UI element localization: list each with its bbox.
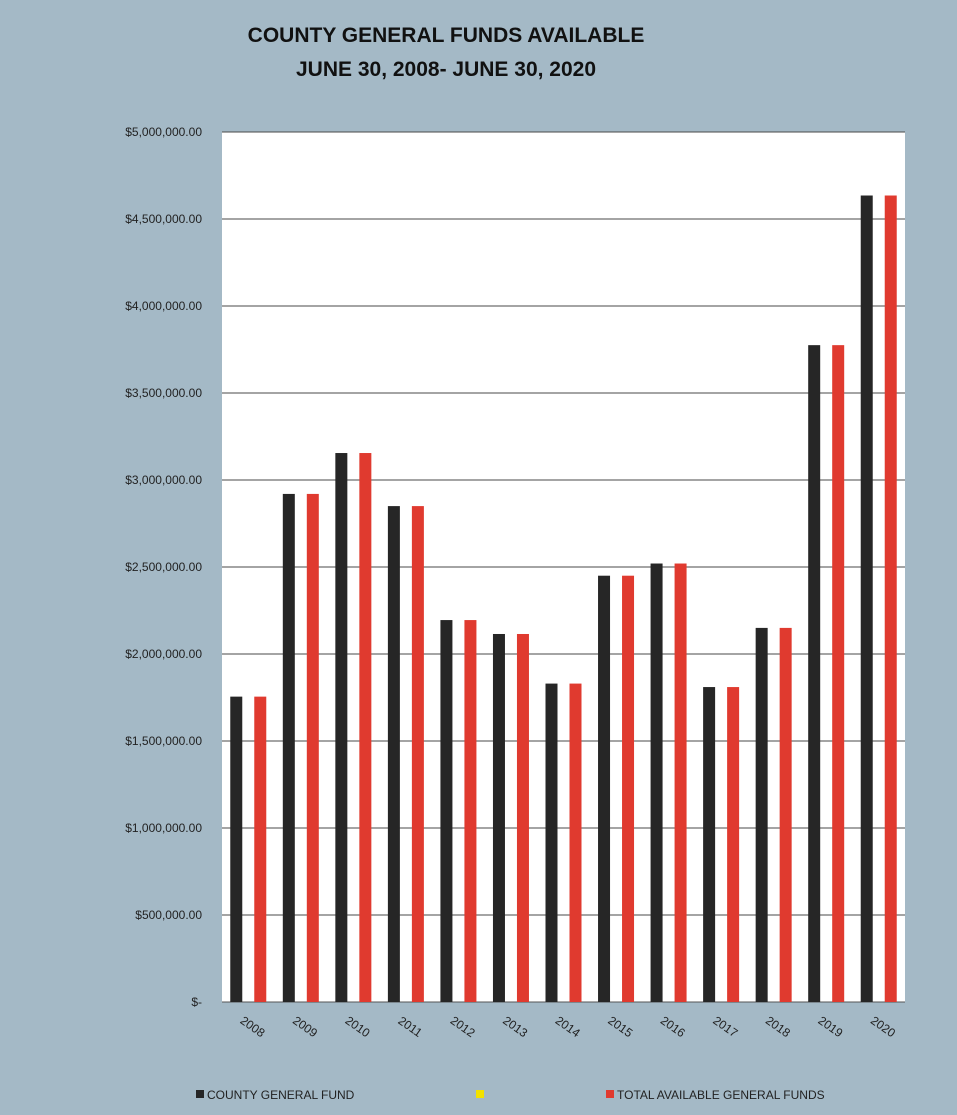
legend-swatch <box>606 1090 614 1098</box>
bar-2-2012 <box>464 620 477 1002</box>
chart-title-line-1: COUNTY GENERAL FUNDS AVAILABLE <box>248 24 645 47</box>
y-tick-label: $2,500,000.00 <box>125 560 202 574</box>
y-axis-tick-labels: $- $500,000.00 $1,000,000.00 $1,500,000.00 $… <box>125 125 202 1009</box>
bar-2-2010 <box>359 453 372 1002</box>
y-tick-label: $3,500,000.00 <box>125 386 202 400</box>
bar-2-2017 <box>727 687 740 1002</box>
y-tick-label: $5,000,000.00 <box>125 125 202 139</box>
bar-0-2014 <box>545 683 558 1002</box>
chart-title-line-2: JUNE 30, 2008- JUNE 30, 2020 <box>296 58 596 81</box>
y-tick-label: $4,500,000.00 <box>125 212 202 226</box>
bar-0-2010 <box>335 453 348 1002</box>
bar-2-2018 <box>779 627 792 1002</box>
legend-swatch <box>476 1090 484 1098</box>
bar-0-2020 <box>860 195 873 1002</box>
bar-0-2017 <box>703 687 716 1002</box>
bar-2-2013 <box>516 633 529 1002</box>
bar-2-2016 <box>674 563 687 1002</box>
bar-2-2014 <box>569 683 582 1002</box>
bar-0-2018 <box>755 627 768 1002</box>
legend-label: TOTAL AVAILABLE GENERAL FUNDS <box>617 1088 825 1102</box>
bar-0-2013 <box>492 633 505 1002</box>
y-tick-label: $1,500,000.00 <box>125 734 202 748</box>
legend: COUNTY GENERAL FUND TOTAL AVAILABLE GENER… <box>196 1088 825 1102</box>
bar-2-2011 <box>411 506 424 1002</box>
bar-0-2015 <box>598 575 611 1002</box>
bar-2-2009 <box>306 493 319 1002</box>
bar-0-2019 <box>808 345 821 1002</box>
bar-0-2008 <box>230 696 243 1002</box>
bar-0-2009 <box>282 493 295 1002</box>
bar-0-2012 <box>440 620 453 1002</box>
y-tick-label: $500,000.00 <box>135 908 202 922</box>
y-tick-label: $- <box>191 995 202 1009</box>
y-tick-label: $3,000,000.00 <box>125 473 202 487</box>
y-tick-label: $4,000,000.00 <box>125 299 202 313</box>
y-tick-label: $2,000,000.00 <box>125 647 202 661</box>
bar-2-2015 <box>622 575 635 1002</box>
y-tick-label: $1,000,000.00 <box>125 821 202 835</box>
bar-0-2016 <box>650 563 663 1002</box>
bars <box>230 195 897 1002</box>
bar-2-2020 <box>884 195 897 1002</box>
legend-swatch <box>196 1090 204 1098</box>
bar-2-2008 <box>254 696 267 1002</box>
bar-0-2011 <box>387 506 400 1002</box>
bar-2-2019 <box>832 345 845 1002</box>
legend-label: COUNTY GENERAL FUND <box>207 1088 355 1102</box>
